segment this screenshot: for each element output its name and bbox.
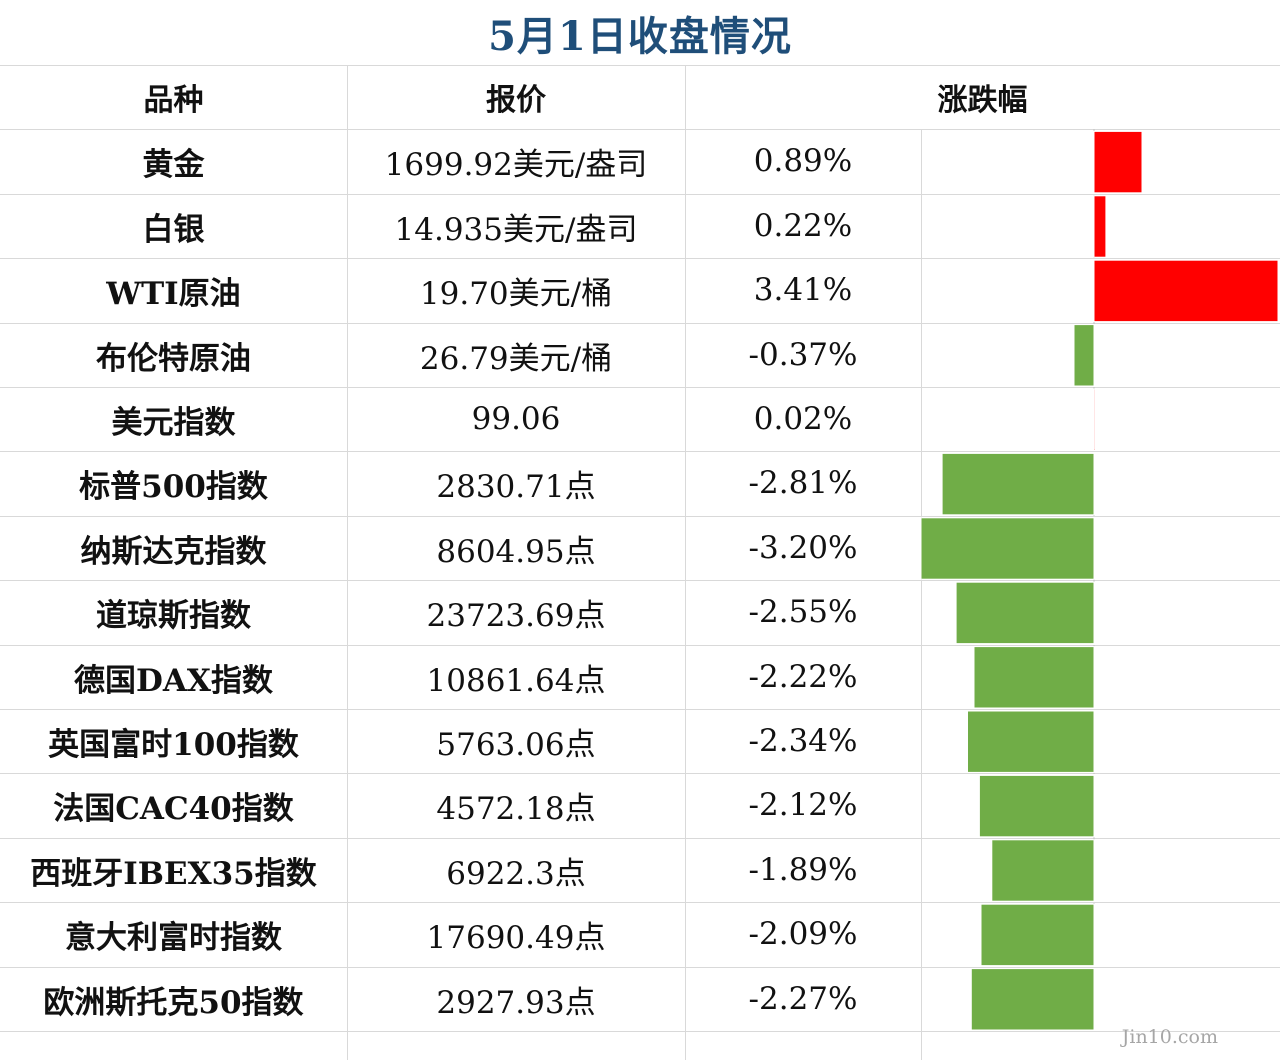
row-change: 0.22% — [753, 208, 853, 244]
row-change: 3.41% — [753, 272, 853, 308]
row-name: 欧洲斯托克50指数 — [43, 984, 304, 1021]
change-bar — [1093, 130, 1143, 194]
header-name: 品种 — [143, 83, 204, 118]
row-price: 26.79美元/桶 — [419, 340, 613, 377]
grid-line — [0, 516, 1280, 517]
row-price: 17690.49点 — [426, 919, 606, 956]
column-divider — [921, 129, 922, 1060]
change-bar — [1073, 324, 1095, 387]
grid-line — [0, 451, 1280, 452]
row-name: 美元指数 — [111, 404, 236, 441]
grid-line — [0, 194, 1280, 195]
grid-line — [0, 902, 1280, 903]
grid-line — [0, 323, 1280, 324]
row-name: 英国富时100指数 — [48, 726, 299, 763]
row-name: 纳斯达克指数 — [80, 533, 267, 570]
change-bar — [973, 646, 1095, 709]
row-change: -2.55% — [748, 594, 858, 630]
watermark: Jin10.com — [1121, 1026, 1218, 1048]
row-name: 白银 — [142, 211, 205, 248]
grid-line — [0, 645, 1280, 646]
grid-line — [0, 967, 1280, 968]
row-name: 意大利富时指数 — [65, 919, 282, 956]
row-price: 8604.95点 — [436, 533, 596, 570]
row-change: -3.20% — [748, 530, 858, 566]
change-bar — [980, 903, 1095, 967]
row-change: 0.89% — [753, 143, 853, 179]
change-bar — [970, 968, 1095, 1031]
row-change: -0.37% — [748, 337, 858, 373]
row-price: 14.935美元/盎司 — [394, 211, 638, 248]
grid-line — [0, 387, 1280, 388]
row-change: -2.22% — [748, 659, 858, 695]
row-change: -2.09% — [748, 916, 858, 952]
row-price: 2830.71点 — [436, 468, 596, 505]
row-price: 23723.69点 — [426, 597, 606, 634]
row-change: 0.02% — [753, 401, 853, 437]
grid-line — [0, 838, 1280, 839]
header-change: 涨跌幅 — [937, 83, 1028, 118]
row-price: 2927.93点 — [436, 984, 596, 1021]
grid-line — [0, 65, 1280, 66]
row-name: 标普500指数 — [79, 468, 268, 505]
row-name: 西班牙IBEX35指数 — [30, 855, 317, 892]
column-divider — [685, 65, 686, 1060]
row-price: 99.06 — [471, 401, 561, 437]
row-name: 德国DAX指数 — [74, 662, 273, 699]
change-bar — [978, 774, 1095, 838]
page-title: 5月1日收盘情况 — [488, 12, 792, 60]
row-price: 4572.18点 — [436, 790, 596, 827]
row-change: -1.89% — [748, 852, 858, 888]
header-price: 报价 — [486, 83, 546, 118]
row-change: -2.81% — [748, 465, 858, 501]
grid-line — [0, 580, 1280, 581]
row-name: 黄金 — [142, 146, 205, 183]
change-bar — [920, 517, 1095, 580]
grid-line — [0, 773, 1280, 774]
change-bar — [967, 710, 1095, 773]
change-bar — [991, 839, 1095, 902]
change-bar — [955, 581, 1095, 645]
row-name: 道琼斯指数 — [96, 597, 251, 634]
row-change: -2.27% — [748, 981, 858, 1017]
row-price: 6922.3点 — [446, 855, 586, 892]
row-price: 10861.64点 — [426, 662, 606, 699]
grid-line — [0, 709, 1280, 710]
grid-line — [0, 1031, 1280, 1032]
row-name: WTI原油 — [106, 275, 241, 312]
change-bar — [1093, 195, 1107, 258]
row-price: 19.70美元/桶 — [419, 275, 613, 312]
change-bar — [1093, 259, 1279, 323]
column-divider — [347, 65, 348, 1060]
row-price: 1699.92美元/盎司 — [384, 146, 648, 183]
row-change: -2.34% — [748, 723, 858, 759]
grid-line — [0, 129, 1280, 130]
row-name: 法国CAC40指数 — [53, 790, 294, 827]
change-bar — [1093, 388, 1096, 451]
change-bar — [941, 452, 1095, 516]
row-name: 布伦特原油 — [96, 340, 251, 377]
row-price: 5763.06点 — [436, 726, 596, 763]
grid-line — [0, 258, 1280, 259]
row-change: -2.12% — [748, 787, 858, 823]
